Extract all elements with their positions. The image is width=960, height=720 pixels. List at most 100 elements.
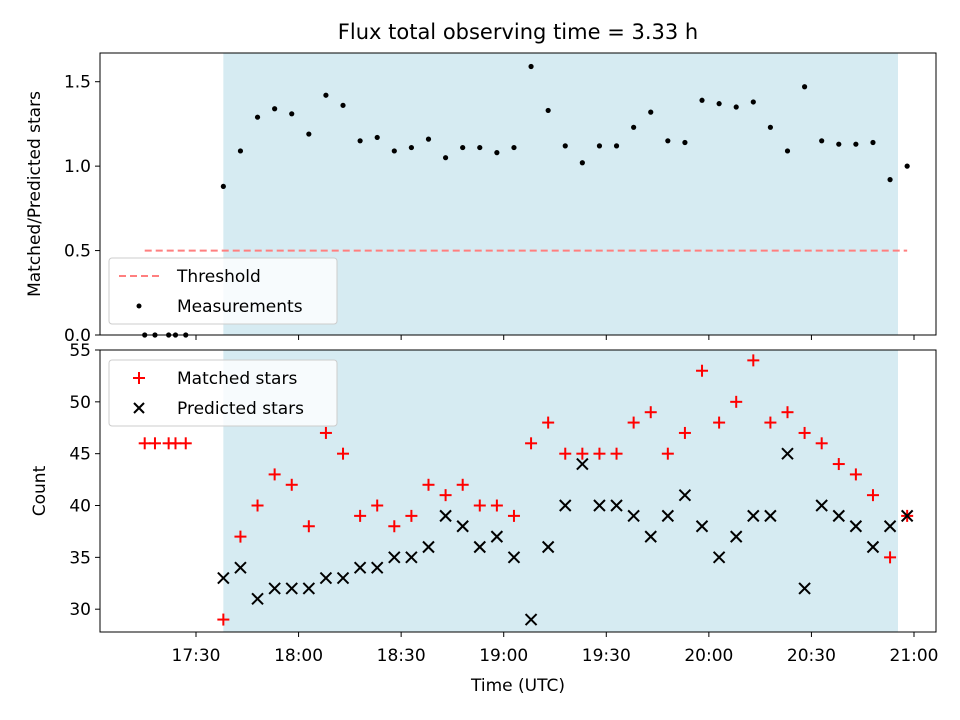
matched-star-point [456, 478, 469, 491]
predicted-star-point [695, 520, 709, 533]
measurement-point [494, 150, 500, 156]
measurement-point [442, 155, 449, 161]
measurement-point [306, 131, 312, 137]
predicted-star-point [781, 447, 794, 460]
predicted-star-point [336, 571, 350, 585]
predicted-star-point [832, 509, 845, 523]
predicted-star-point [319, 571, 333, 585]
matched-star-point [354, 509, 367, 522]
predicted-star-point [764, 509, 777, 523]
predicted-star-point [541, 540, 555, 554]
matched-star-point [371, 499, 384, 512]
measurement-point [904, 163, 910, 169]
predicted-star-point [490, 530, 504, 543]
measurement-point [460, 144, 466, 151]
x-tick-label: 20:30 [787, 646, 836, 666]
legend-predicted-label: Predicted stars [177, 399, 304, 419]
predicted-star-point [439, 509, 452, 523]
legend-measurements-label: Measurements [177, 297, 303, 317]
count-y-axis: 30 35 40 45 50 55 [69, 341, 100, 620]
y-tick-label: 0.0 [64, 326, 91, 346]
predicted-star-point [405, 551, 418, 564]
count-plot-frame [99, 349, 937, 633]
matched-star-point [764, 416, 777, 429]
matched-star-point [422, 478, 435, 491]
y-tick-label: 40 [69, 497, 91, 517]
measurement-point [408, 144, 414, 151]
matched-star-point [576, 447, 589, 460]
legend-matched-label: Matched stars [177, 369, 297, 389]
y-tick-label: 0.5 [64, 242, 91, 262]
measurement-point [836, 141, 842, 147]
matched-star-point [798, 426, 811, 439]
measurement-point [648, 109, 654, 115]
predicted-star-point [353, 561, 367, 574]
matched-star-point [849, 468, 862, 481]
measurement-point [819, 138, 825, 144]
matched-star-point [473, 499, 486, 512]
measurement-point [716, 101, 722, 107]
measurement-point [374, 134, 380, 141]
predicted-star-point [883, 520, 897, 533]
matched-star-point [610, 447, 623, 460]
ratio-legend-box [108, 257, 338, 325]
matched-star-point [525, 437, 538, 450]
measurement-point [272, 106, 278, 112]
matched-star-point [678, 426, 691, 439]
chart-title: Flux total observing time = 3.33 h [338, 20, 698, 44]
matched-star-point [251, 499, 264, 512]
matched-star-point [268, 468, 281, 481]
matched-star-point [337, 447, 350, 460]
matched-star-point [319, 426, 332, 439]
measurement-point [853, 141, 859, 147]
legend-threshold-label: Threshold [176, 267, 261, 287]
measurement-point [613, 143, 620, 149]
measurement-point [477, 144, 483, 151]
predicted-star-point [798, 582, 811, 595]
measurement-point [750, 99, 756, 105]
predicted-star-point [661, 509, 675, 523]
x-tick-label: 18:00 [274, 646, 323, 666]
matched-star-point [507, 509, 520, 522]
predicted-star-point [866, 540, 880, 554]
measurement-point [699, 97, 705, 103]
legend-predicted-swatch [133, 402, 145, 414]
predicted-star-point [456, 520, 469, 533]
ratio-panel: 0.0 0.5 1.0 1.5 Flux total observing time =… [25, 20, 937, 346]
predicted-star-point [593, 499, 606, 512]
predicted-star-point [251, 592, 264, 606]
matched-star-point [559, 447, 572, 460]
count-legend: Matched stars Predicted stars [108, 359, 338, 427]
predicted-star-point [388, 551, 401, 564]
matched-star-point [661, 447, 674, 460]
measurement-point [545, 107, 551, 114]
predicted-star-point [302, 582, 316, 595]
measurement-point [596, 143, 603, 149]
matched-star-point [179, 437, 192, 450]
measurement-point [289, 111, 295, 117]
count-x-axis: 17:30 18:00 18:30 19:00 19:30 20:00 20:30 21:00 [172, 632, 939, 666]
y-tick-label: 50 [69, 393, 91, 413]
matched-star-point [169, 437, 182, 450]
predicted-star-point [371, 561, 384, 574]
measurement-point [425, 136, 432, 142]
matched-star-point [866, 489, 879, 502]
predicted-star-point [473, 540, 486, 554]
matched-star-point [730, 395, 743, 408]
measurement-point [323, 92, 329, 98]
measurement-point [511, 144, 517, 151]
y-tick-label: 30 [69, 600, 91, 620]
measurement-point [767, 124, 774, 130]
measurement-point [391, 148, 397, 154]
legend-matched-swatch [133, 372, 145, 384]
matched-star-point [234, 530, 247, 543]
matched-star-point [815, 437, 828, 450]
matched-star-point [138, 437, 151, 450]
ratio-y-axis-label: Matched/Predicted stars [25, 91, 45, 297]
matched-star-point [781, 406, 794, 419]
x-tick-label: 19:00 [479, 646, 528, 666]
matched-star-point [713, 416, 726, 429]
predicted-star-point [217, 571, 230, 585]
predicted-star-point [285, 582, 298, 595]
measurement-point [528, 63, 534, 70]
